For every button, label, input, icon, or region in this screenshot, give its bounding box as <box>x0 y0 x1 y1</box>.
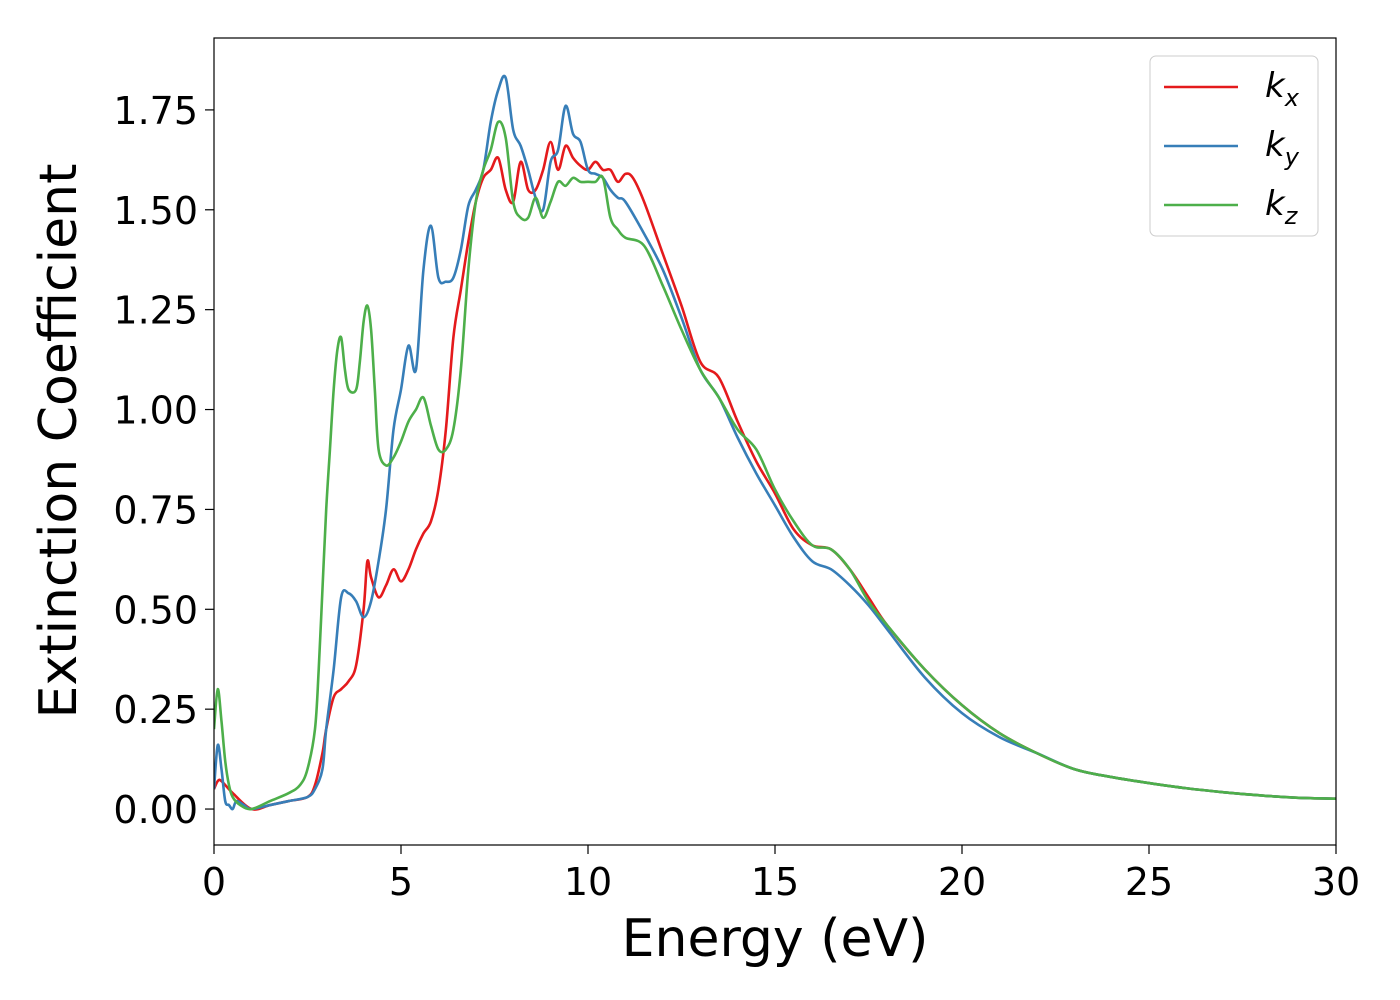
x-tick-label: 5 <box>389 860 413 904</box>
x-tick-label: 20 <box>938 860 986 904</box>
y-tick-label: 1.50 <box>113 189 198 233</box>
y-tick-label: 1.25 <box>113 289 198 333</box>
x-tick-label: 30 <box>1312 860 1360 904</box>
y-axis-label: Extinction Coefficient <box>29 164 89 719</box>
x-tick-label: 15 <box>751 860 799 904</box>
y-tick-label: 1.75 <box>113 89 198 133</box>
y-tick-label: 1.00 <box>113 389 198 433</box>
plot-series-group <box>214 74 1336 811</box>
x-tick-label: 25 <box>1125 860 1173 904</box>
x-tick-label: 0 <box>202 860 226 904</box>
y-tick-label: 0.25 <box>113 688 198 732</box>
series-line-ky <box>214 74 1336 811</box>
x-tick-label: 10 <box>564 860 612 904</box>
series-line-kx <box>214 140 1336 811</box>
y-tick-label: 0.75 <box>113 488 198 532</box>
y-axis: 0.00 0.25 0.50 0.75 1.00 1.25 1.50 1.75 <box>113 89 214 832</box>
y-tick-label: 0.50 <box>113 588 198 632</box>
x-axis-label: Energy (eV) <box>622 909 929 969</box>
series-line-kz <box>214 120 1336 811</box>
y-tick-label: 0.00 <box>113 788 198 832</box>
x-axis: 0 5 10 15 20 25 30 <box>202 845 1360 904</box>
